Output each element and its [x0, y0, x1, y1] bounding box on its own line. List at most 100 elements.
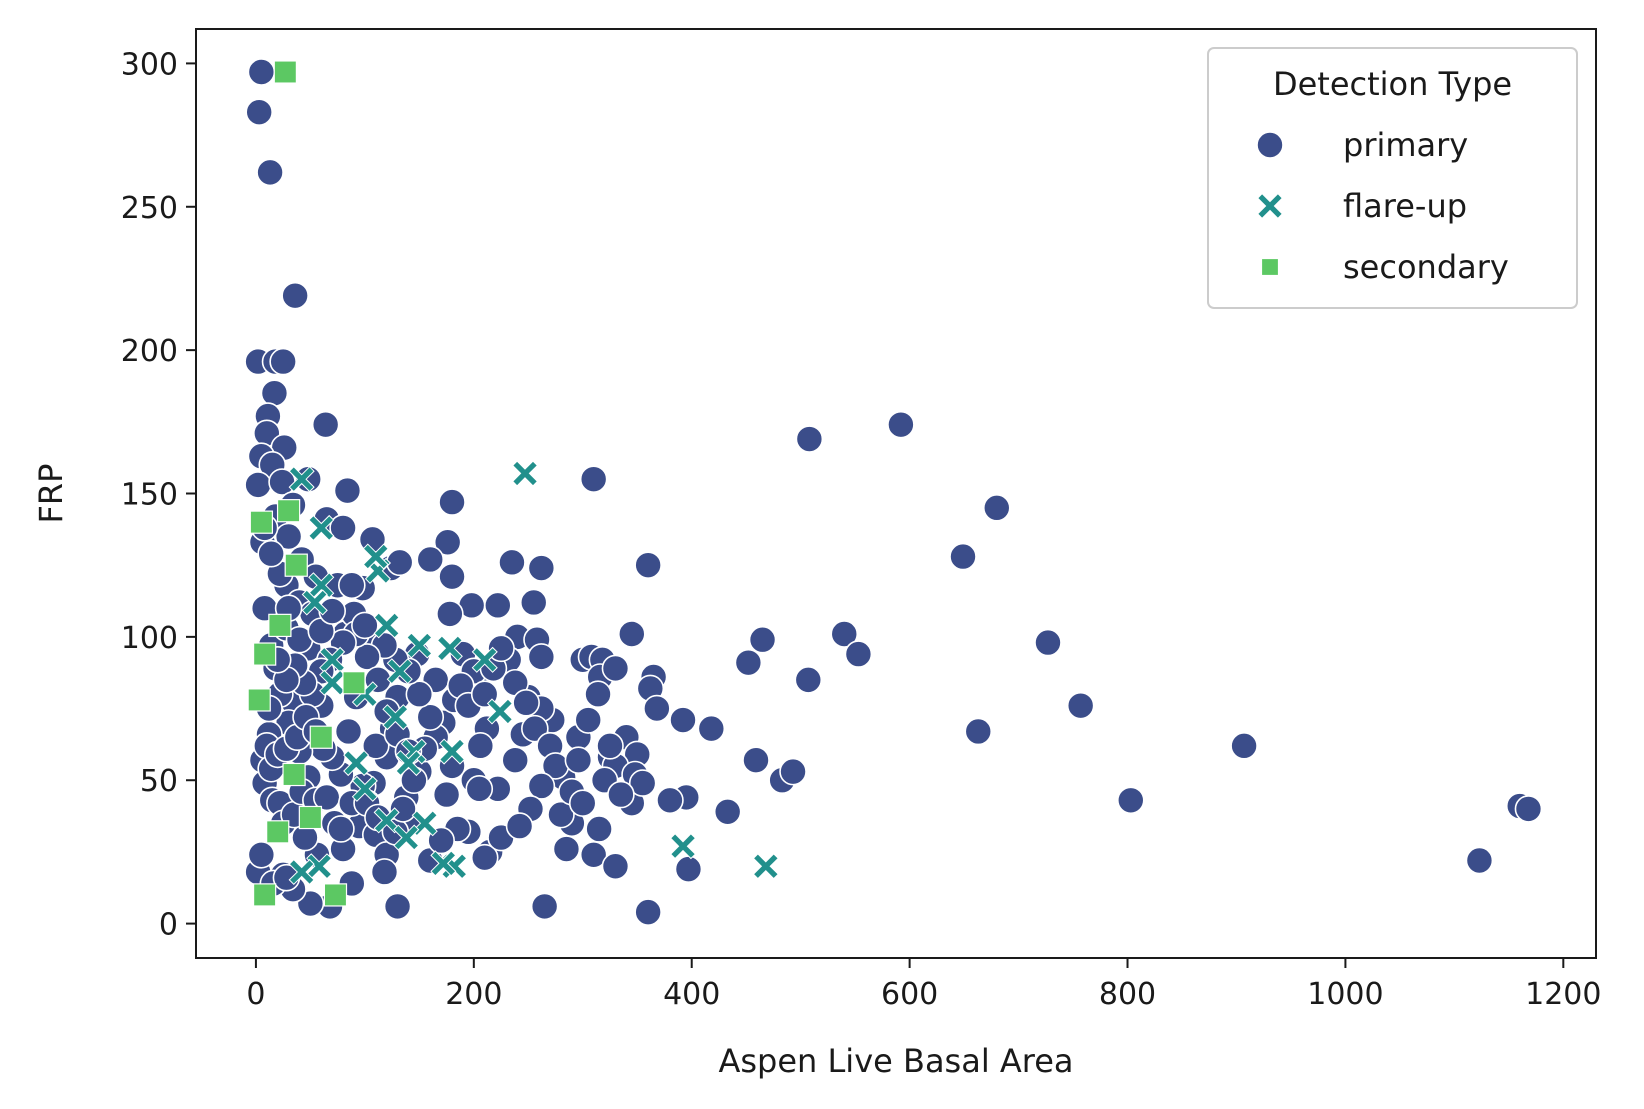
data-point-flare-up — [386, 658, 413, 685]
data-point-primary — [527, 554, 556, 582]
data-point-primary — [383, 892, 412, 921]
data-point-primary — [333, 476, 362, 505]
data-point-primary — [585, 815, 613, 843]
y-tick-label: 0 — [159, 908, 178, 943]
data-point-primary — [247, 58, 276, 86]
data-point-primary — [579, 840, 608, 869]
data-point-primary — [887, 410, 915, 439]
data-point-primary — [257, 539, 285, 568]
data-point-primary — [256, 158, 284, 187]
data-point-primary — [483, 591, 512, 620]
data-point-primary — [607, 780, 635, 809]
data-point-primary — [634, 898, 662, 926]
data-point-secondary — [268, 613, 292, 638]
data-point-primary — [370, 858, 399, 886]
data-point-primary — [643, 694, 671, 723]
data-point-flare-up — [382, 704, 409, 731]
data-point-primary — [436, 600, 464, 628]
data-point-primary — [964, 717, 993, 746]
legend-entry-flare-up: flare-up — [1256, 187, 1467, 225]
data-point-primary — [674, 855, 703, 883]
y-tick-label: 250 — [121, 191, 178, 226]
data-point-primary — [416, 545, 445, 574]
data-point-flare-up — [308, 514, 335, 542]
data-point-flare-up — [319, 669, 346, 696]
data-point-primary — [669, 706, 697, 734]
legend: Detection Type primary flare-up secondary — [1207, 47, 1578, 309]
data-point-secondary — [252, 642, 277, 666]
data-point-primary — [656, 786, 684, 815]
legend-entry-secondary: secondary — [1260, 248, 1509, 286]
data-point-primary — [327, 815, 355, 843]
data-point-primary — [416, 703, 445, 731]
data-point-primary — [568, 789, 597, 817]
data-point-primary — [527, 643, 556, 671]
data-point-primary — [1034, 628, 1062, 657]
data-point-flare-up — [393, 824, 420, 851]
data-point-primary — [247, 840, 276, 869]
data-point-primary — [547, 800, 575, 829]
legend-title: Detection Type — [1273, 65, 1512, 103]
data-point-primary — [697, 714, 726, 743]
data-point-primary — [734, 648, 763, 677]
data-point-primary — [742, 746, 770, 774]
data-point-secondary — [309, 725, 333, 749]
data-point-primary — [337, 571, 366, 600]
data-point-primary — [982, 494, 1011, 522]
data-point-primary — [512, 689, 540, 717]
data-point-primary — [844, 640, 873, 668]
data-point-secondary — [252, 883, 277, 907]
data-point-flare-up — [438, 738, 466, 765]
x-tick-label: 0 — [246, 977, 265, 1012]
data-point-primary — [351, 611, 379, 640]
data-point-flare-up — [288, 466, 315, 493]
data-point-primary — [552, 835, 581, 863]
series-secondary — [247, 60, 366, 907]
legend-marker-primary — [1256, 131, 1284, 159]
data-point-flare-up — [669, 833, 697, 860]
data-point-primary — [584, 680, 612, 709]
data-point-flare-up — [752, 853, 779, 880]
data-point-primary — [519, 588, 548, 617]
y-tick-label: 100 — [121, 621, 178, 656]
data-point-primary — [438, 488, 466, 516]
data-point-primary — [628, 769, 657, 797]
legend-entry-primary: primary — [1256, 126, 1468, 164]
data-point-primary — [1230, 732, 1258, 760]
y-tick-label: 50 — [140, 764, 178, 799]
data-point-primary — [596, 732, 624, 760]
data-point-primary — [601, 852, 630, 881]
data-point-primary — [795, 425, 824, 453]
data-point-primary — [294, 465, 323, 493]
data-point-primary — [634, 551, 662, 579]
data-point-secondary — [247, 688, 271, 712]
legend-label-primary: primary — [1343, 126, 1468, 164]
legend-label-flare-up: flare-up — [1343, 187, 1467, 225]
data-point-primary — [530, 892, 559, 921]
y-tick-label: 300 — [121, 47, 178, 82]
data-point-flare-up — [430, 850, 457, 877]
y-tick-label: 150 — [121, 478, 178, 513]
data-point-primary — [353, 643, 381, 671]
data-point-primary — [498, 548, 526, 577]
data-point-primary — [601, 654, 630, 683]
legend-entries: primary flare-up secondary — [1256, 126, 1509, 286]
data-point-flare-up — [486, 698, 514, 725]
data-point-secondary — [249, 510, 274, 534]
data-point-primary — [311, 410, 340, 439]
data-point-primary — [579, 465, 608, 493]
data-point-flare-up — [288, 858, 315, 886]
data-points — [244, 58, 1543, 926]
data-point-flare-up — [306, 853, 333, 880]
data-point-primary — [334, 717, 363, 746]
data-point-flare-up — [395, 749, 422, 777]
data-point-primary — [1514, 795, 1543, 823]
x-axis-label: Aspen Live Basal Area — [718, 1042, 1073, 1080]
data-point-primary — [713, 797, 742, 826]
x-tick-label: 600 — [881, 977, 938, 1012]
data-point-primary — [521, 714, 549, 743]
data-point-primary — [574, 706, 603, 734]
data-point-flare-up — [301, 589, 328, 616]
data-point-secondary — [323, 883, 348, 907]
